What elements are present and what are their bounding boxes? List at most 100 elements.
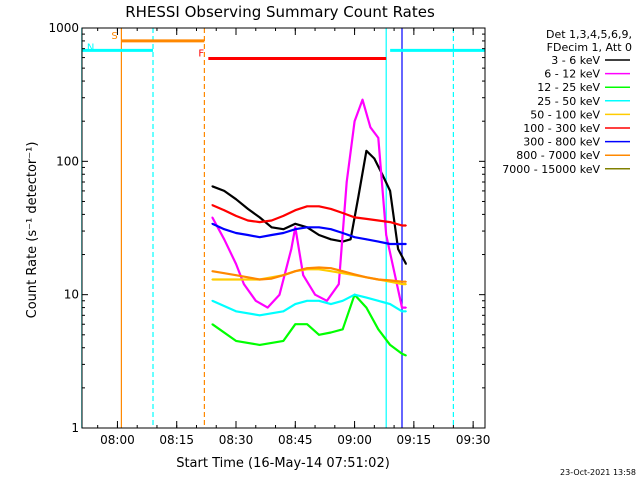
- series-2-point-13: [401, 352, 403, 355]
- series-5-point-2: [235, 214, 237, 217]
- series-0-point-13: [357, 195, 360, 197]
- series-1-point-14: [353, 120, 356, 123]
- x-tick-label-4: 09:00: [337, 433, 372, 447]
- series-1-point-15: [361, 98, 364, 101]
- legend-label-1: 6 - 12 keV: [544, 68, 600, 81]
- series-3-point-5: [306, 299, 309, 302]
- series-5-point-15: [389, 221, 392, 224]
- y-tick-label-1: 10: [64, 288, 79, 302]
- series-2-point-8: [341, 328, 344, 331]
- series-0-point-12: [349, 238, 352, 241]
- series-6-point-3: [246, 234, 249, 236]
- series-3-point-12: [389, 303, 392, 305]
- series-6-point-4: [258, 236, 261, 239]
- series-7-point-7: [294, 270, 297, 273]
- legend-label-3: 25 - 50 keV: [537, 95, 600, 108]
- series-0-point-9: [318, 234, 320, 236]
- series-0-point-5: [270, 226, 273, 229]
- flag-label-2: F: [198, 49, 204, 60]
- series-4-point-13: [401, 283, 403, 286]
- series-4-point-8: [341, 272, 344, 275]
- series-1-point-8: [294, 226, 297, 229]
- series-1-point-10: [314, 293, 316, 296]
- x-axis-label: Start Time (16-May-14 07:51:02): [176, 456, 390, 471]
- y-axis-label: Count Rate (s⁻¹ detector⁻¹): [25, 142, 40, 319]
- series-7-point-2: [235, 274, 237, 277]
- series-5-point-16: [401, 224, 403, 227]
- series-7-point-13: [365, 276, 368, 279]
- series-1-point-19: [393, 270, 395, 273]
- series-line-5: [211, 204, 406, 227]
- series-3-point-14: [405, 310, 407, 313]
- series-1-point-17: [377, 136, 380, 139]
- series-5-point-6: [282, 214, 285, 217]
- series-6-point-2: [235, 232, 237, 234]
- series-1-point-20: [401, 306, 403, 309]
- series-3-point-1: [235, 310, 237, 313]
- series-6-point-6: [282, 232, 285, 234]
- series-7-point-14: [377, 278, 380, 281]
- series-7-point-8: [306, 267, 309, 270]
- flag-label-0: S: [111, 31, 117, 42]
- series-4-point-1: [235, 278, 237, 281]
- y-axis: 1 10 100 1000: [48, 21, 485, 435]
- x-tick-label-1: 08:15: [159, 433, 194, 447]
- series-6-point-7: [294, 228, 297, 231]
- series-5-point-5: [270, 219, 273, 222]
- series-6-point-15: [389, 243, 392, 245]
- series-5-point-3: [246, 219, 249, 222]
- x-tick-label-5: 09:15: [397, 433, 432, 447]
- series-4-point-7: [329, 270, 332, 273]
- series-5-point-14: [377, 219, 380, 222]
- series-6-point-16: [401, 243, 403, 245]
- series-3-point-4: [294, 303, 297, 305]
- series-7-point-6: [282, 274, 285, 277]
- series-2-point-14: [405, 354, 407, 357]
- series-1-point-1: [223, 238, 226, 241]
- legend: Det 1,3,4,5,6,9, FDecim 1, Att 0 3 - 6 k…: [502, 28, 632, 176]
- series-6-point-8: [306, 226, 309, 229]
- series-1-point-9: [302, 274, 305, 277]
- series-3-point-0: [211, 299, 214, 302]
- series-5-point-12: [353, 216, 356, 219]
- series-5-point-17: [405, 224, 407, 227]
- series-7-point-10: [329, 267, 332, 270]
- series-0-point-1: [223, 190, 226, 192]
- x-tick-label-3: 08:45: [278, 433, 313, 447]
- series-1-point-11: [326, 299, 328, 302]
- series-2-point-12: [389, 344, 392, 346]
- series-5-point-0: [211, 204, 214, 206]
- series-3-point-11: [377, 299, 380, 302]
- series-0-point-3: [246, 207, 249, 210]
- series-1-point-2: [235, 263, 237, 265]
- series-0-point-14: [365, 149, 368, 152]
- series-6-point-11: [341, 232, 344, 234]
- series-6-point-13: [365, 238, 368, 241]
- series-6-point-0: [211, 222, 214, 225]
- series-3-point-8: [341, 299, 344, 302]
- series-7-point-1: [223, 272, 226, 275]
- series-0-point-18: [397, 248, 399, 250]
- footer-date: 23-Oct-2021 13:58: [560, 468, 636, 477]
- series-7-point-9: [318, 266, 320, 269]
- series-3-point-10: [365, 296, 368, 299]
- series-3-point-2: [258, 314, 261, 317]
- legend-label-6: 300 - 800 keV: [523, 136, 600, 149]
- series-2-point-4: [294, 323, 297, 326]
- x-tick-label-0: 08:00: [100, 433, 135, 447]
- series-0-point-10: [329, 238, 332, 241]
- series-line-6: [211, 222, 406, 246]
- legend-label-5: 100 - 300 keV: [523, 122, 600, 135]
- series-2-point-3: [282, 340, 285, 342]
- legend-label-7: 800 - 7000 keV: [516, 149, 600, 162]
- series-5-point-8: [306, 205, 309, 208]
- series-7-point-3: [246, 276, 249, 279]
- series-1-point-4: [254, 299, 257, 302]
- plot-area: S N F: [81, 28, 485, 428]
- series-0-point-6: [282, 228, 285, 231]
- series-1-point-5: [266, 306, 269, 309]
- series-1-point-16: [369, 126, 372, 129]
- series-0-point-4: [258, 216, 261, 219]
- series-7-point-5: [270, 277, 273, 280]
